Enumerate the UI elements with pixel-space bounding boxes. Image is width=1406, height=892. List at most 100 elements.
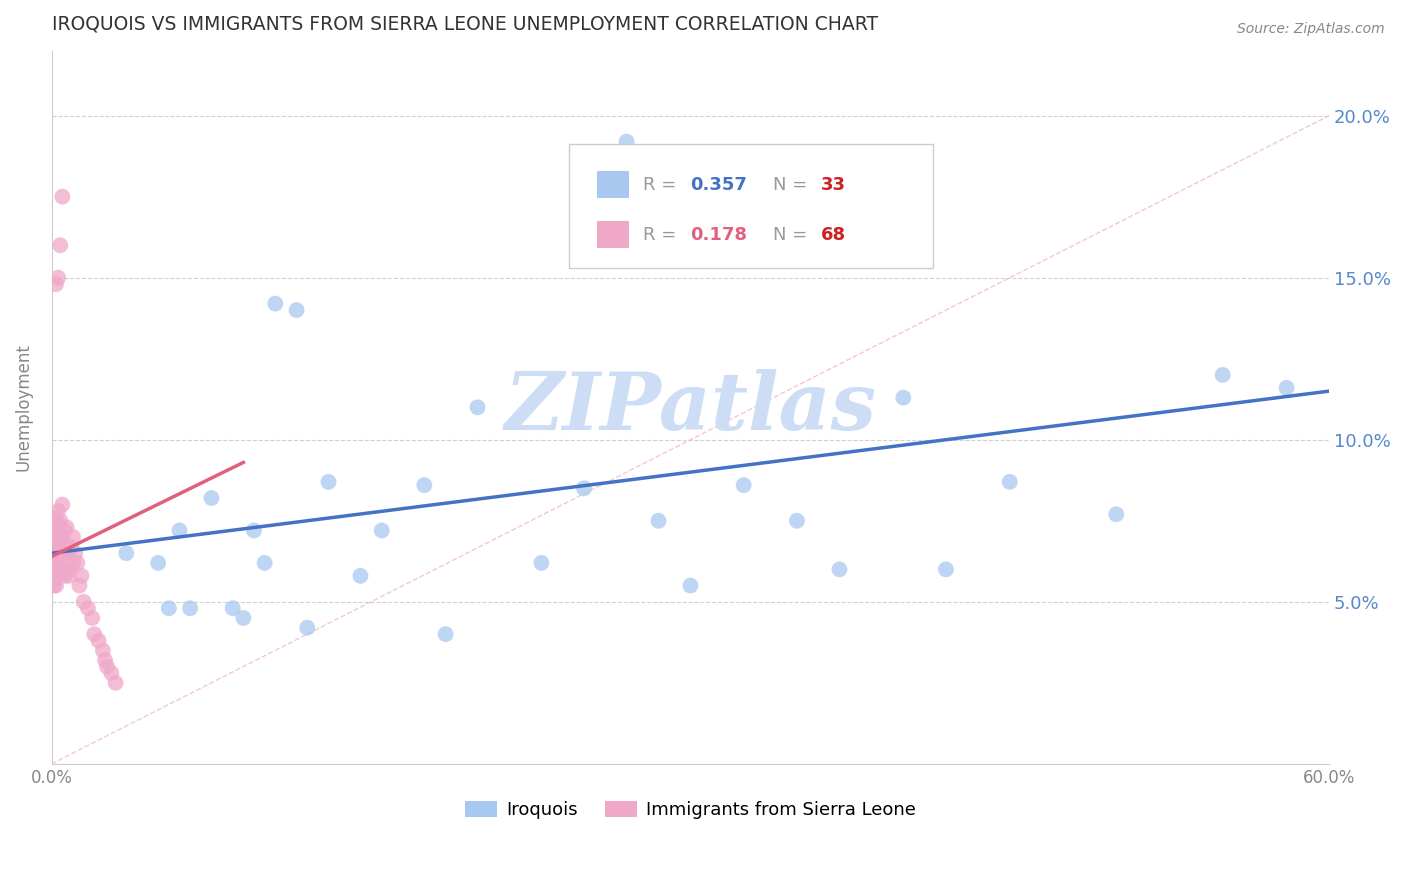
Point [49,530,72,544]
Point [45,556,67,570]
Point [73,595,96,609]
Point [53,524,76,538]
Text: 33: 33 [821,176,846,194]
Point [42,543,65,558]
Point [318,475,340,489]
Point [46,530,69,544]
Point [179,601,201,615]
Point [77,601,100,615]
Text: N =: N = [773,226,814,244]
Point [67,578,90,592]
Point [46,504,69,518]
Point [46,516,69,531]
Text: R =: R = [643,176,682,194]
Point [45,546,67,560]
Point [264,296,287,310]
Point [87,633,110,648]
Point [42,566,65,580]
Point [42,556,65,570]
Point [148,556,170,570]
Point [253,556,276,570]
Point [59,540,82,554]
Point [42,578,65,592]
Point [66,556,89,570]
Point [58,546,80,560]
Point [45,552,67,566]
Point [45,530,67,544]
Point [58,569,80,583]
Point [45,536,67,550]
Point [45,516,67,531]
Point [285,303,308,318]
Point [42,524,65,538]
Point [62,530,84,544]
Bar [598,171,628,198]
Point [572,481,595,495]
Point [679,578,702,592]
Point [51,546,73,560]
Point [53,569,76,583]
Text: R =: R = [643,226,682,244]
Point [46,556,69,570]
Point [200,491,222,505]
Point [42,552,65,566]
Text: 0.178: 0.178 [690,226,748,244]
Point [42,572,65,586]
Point [733,478,755,492]
Text: 68: 68 [821,226,846,244]
Point [1212,368,1234,382]
Point [45,572,67,586]
Text: 0.357: 0.357 [690,176,748,194]
Point [51,498,73,512]
Point [59,562,82,576]
Point [222,601,245,615]
Point [51,562,73,576]
Point [1275,381,1298,395]
Bar [598,221,628,248]
Point [413,478,436,492]
Point [70,569,93,583]
Point [42,562,65,576]
Point [83,627,105,641]
Point [42,546,65,560]
Point [891,391,914,405]
Point [42,540,65,554]
Text: IROQUOIS VS IMMIGRANTS FROM SIERRA LEONE UNEMPLOYMENT CORRELATION CHART: IROQUOIS VS IMMIGRANTS FROM SIERRA LEONE… [52,15,877,34]
Point [828,562,851,576]
Point [297,621,319,635]
Point [157,601,180,615]
Point [53,546,76,560]
Text: ZIPatlas: ZIPatlas [505,368,876,446]
Point [104,675,127,690]
Text: Source: ZipAtlas.com: Source: ZipAtlas.com [1237,22,1385,37]
Point [46,270,69,285]
Point [42,569,65,583]
Point [45,510,67,524]
Point [467,401,489,415]
Legend: Iroquois, Immigrants from Sierra Leone: Iroquois, Immigrants from Sierra Leone [457,793,924,826]
Point [45,578,67,592]
Point [42,530,65,544]
Point [63,546,86,560]
Point [82,611,104,625]
Point [49,514,72,528]
Point [49,238,72,252]
Point [530,556,553,570]
Point [243,524,266,538]
Point [786,514,808,528]
Point [49,546,72,560]
Text: N =: N = [773,176,814,194]
Point [51,530,73,544]
Point [935,562,957,576]
Point [46,569,69,583]
Point [91,643,114,657]
Point [647,514,669,528]
Point [45,277,67,292]
Point [46,543,69,558]
Point [55,562,77,576]
Point [55,540,77,554]
Point [100,666,122,681]
Point [96,659,118,673]
Y-axis label: Unemployment: Unemployment [15,343,32,471]
Point [42,536,65,550]
